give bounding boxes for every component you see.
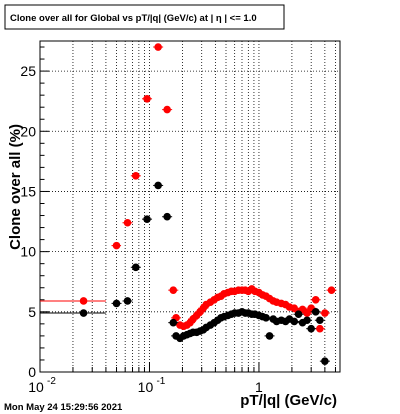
data-point <box>316 324 324 333</box>
data-point <box>294 310 303 319</box>
data-point <box>131 172 140 180</box>
title-box <box>4 4 285 30</box>
data-point <box>321 309 329 317</box>
data-point <box>154 181 162 190</box>
data-marks <box>40 43 337 365</box>
data-point <box>262 314 270 322</box>
data-point <box>163 212 171 221</box>
data-point <box>311 295 320 304</box>
data-point <box>123 218 132 227</box>
y-axis-label: Clone over all (%) <box>7 124 24 250</box>
data-point <box>154 43 162 51</box>
data-point <box>169 318 178 327</box>
timestamp: Mon May 24 15:29:56 2021 <box>4 402 123 413</box>
y-tick-label: 25 <box>20 63 36 79</box>
data-point <box>79 297 88 305</box>
data-point <box>290 317 299 326</box>
data-point <box>311 308 320 316</box>
x-tick-label: 10 <box>138 379 154 395</box>
plot-frame <box>39 40 341 373</box>
data-point <box>169 286 178 294</box>
y-tick-label: 15 <box>20 183 36 199</box>
x-axis-label: pT/|q| (GeV/c) <box>240 392 337 409</box>
data-point <box>112 299 121 308</box>
data-point <box>143 94 151 103</box>
data-point <box>307 324 315 333</box>
data-point <box>303 316 311 325</box>
data-point <box>321 357 329 365</box>
data-point <box>265 332 274 340</box>
data-point <box>123 297 132 305</box>
y-tick-label: 10 <box>20 244 36 260</box>
data-point <box>131 263 140 272</box>
x-tick-exponent: -2 <box>47 376 56 387</box>
chart-title: Clone over all for Global vs pT/|q| (GeV… <box>10 13 257 24</box>
x-tick-exponent: -1 <box>156 376 165 387</box>
y-tick-label: 5 <box>28 304 36 320</box>
x-tick-label: 10 <box>28 379 44 395</box>
data-point <box>79 309 88 317</box>
x-tick-label: 1 <box>255 379 263 395</box>
data-point <box>143 215 151 223</box>
data-point <box>112 241 121 250</box>
y-tick-label: 20 <box>20 123 36 139</box>
grid <box>40 41 340 372</box>
data-point <box>316 316 324 325</box>
data-point <box>327 286 336 294</box>
y-tick-label: 0 <box>28 364 36 380</box>
data-point <box>163 105 171 114</box>
